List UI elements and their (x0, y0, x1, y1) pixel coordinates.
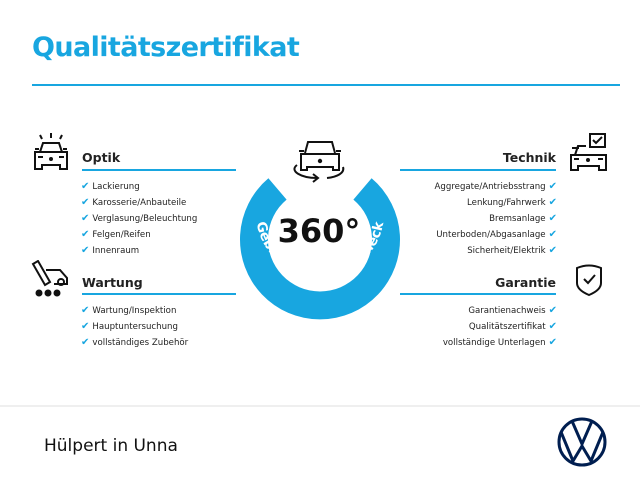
wartung-list: ✔ Wartung/Inspektion ✔ Hauptuntersuchung ✔… (81, 303, 188, 351)
list-item: vollständige Unterlagen ✔ (442, 337, 557, 348)
section-divider (82, 169, 236, 171)
check-icon: ✔ (81, 197, 90, 208)
list-item: ✔ Lackierung (81, 181, 140, 192)
car-rotate-icon (293, 141, 345, 183)
check-icon: ✔ (548, 245, 557, 256)
check-icon: ✔ (548, 181, 557, 192)
check-icon: ✔ (81, 321, 90, 332)
garantie-list: Garantienachweis ✔ Qualitätszertifikat ✔ v… (443, 303, 557, 351)
list-item: Aggregate/Antriebsstrang ✔ (434, 181, 557, 192)
list-item: ✔ Hauptuntersuchung (81, 321, 178, 332)
section-divider (400, 169, 556, 171)
badge-number: 360° (278, 212, 361, 250)
car-lights-icon (34, 133, 68, 170)
section-title-garantie: Garantie (495, 275, 556, 290)
check-icon: ✔ (81, 181, 90, 192)
ring-arc (240, 178, 400, 320)
check-icon: ✔ (548, 229, 557, 240)
list-item: Garantienachweis ✔ (468, 305, 557, 316)
check-icon: ✔ (81, 305, 90, 316)
list-item: ✔ vollständiges Zubehör (81, 337, 189, 348)
check-icon: ✔ (548, 197, 557, 208)
section-divider (400, 293, 556, 295)
list-item: ✔ Felgen/Reifen (81, 229, 151, 240)
list-item: ✔ Wartung/Inspektion (81, 305, 177, 316)
check-icon: ✔ (81, 245, 90, 256)
dealer-name: Hülpert in Unna (44, 436, 178, 456)
list-item: ✔ Verglasung/Beleuchtung (81, 213, 198, 224)
section-title-technik: Technik (502, 150, 556, 165)
list-item: ✔ Karosserie/Anbauteile (81, 197, 187, 208)
check-icon: ✔ (81, 337, 90, 348)
page-title: Qualitätszertifikat (32, 32, 300, 63)
list-item: Unterboden/Abgasanlage ✔ (436, 229, 557, 240)
technik-list: Aggregate/Antriebsstrang ✔ Lenkung/Fahrwe… (435, 179, 557, 259)
section-title-wartung: Wartung (82, 275, 143, 290)
check-icon: ✔ (548, 337, 557, 348)
list-item: Bremsanlage ✔ (489, 213, 557, 224)
title-divider (32, 84, 620, 86)
list-item: Sicherheit/Elektrik ✔ (467, 245, 557, 256)
check-icon: ✔ (81, 229, 90, 240)
footer-divider (0, 405, 640, 407)
optik-list: ✔ Lackierung ✔ Karosserie/Anbauteile ✔ Verg… (81, 179, 197, 259)
section-title-optik: Optik (82, 150, 121, 165)
list-item: Qualitätszertifikat ✔ (468, 321, 557, 332)
check-icon: ✔ (81, 213, 90, 224)
list-item: ✔ Innenraum (81, 245, 140, 256)
car-checkbox-icon (570, 133, 607, 171)
check-icon: ✔ (548, 321, 557, 332)
service-tools-icon (31, 260, 68, 297)
shield-check-icon (576, 264, 602, 297)
check-icon: ✔ (548, 305, 557, 316)
section-divider (82, 293, 236, 295)
check-icon: ✔ (548, 213, 557, 224)
vw-logo-icon (557, 417, 607, 467)
check-360-badge: 360° Gebrauchtwagen-Check (240, 141, 400, 320)
list-item: Lenkung/Fahrwerk ✔ (467, 197, 557, 208)
